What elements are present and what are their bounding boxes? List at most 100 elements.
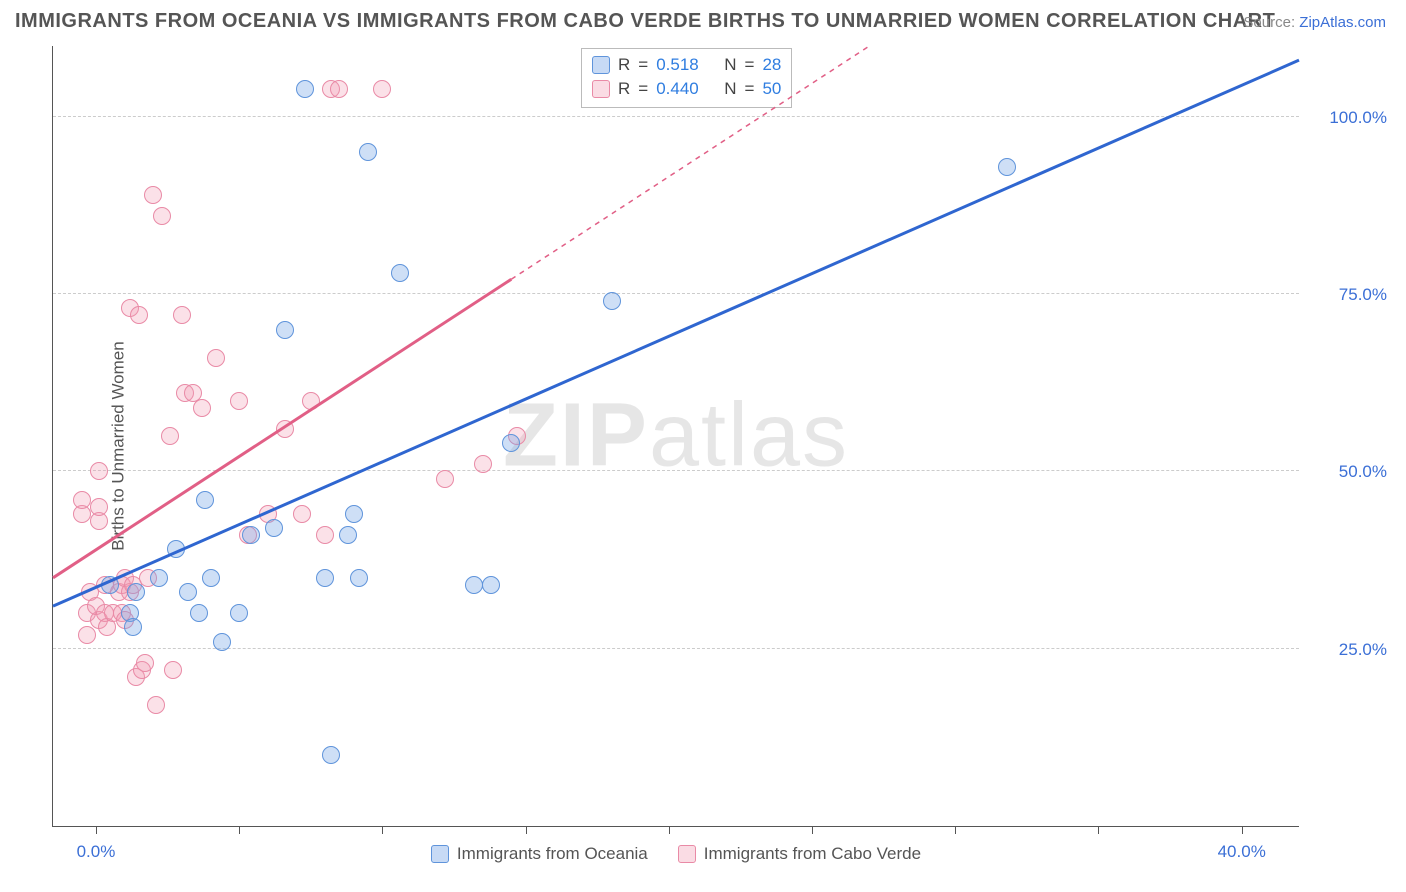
chart-container: IMMIGRANTS FROM OCEANIA VS IMMIGRANTS FR…	[0, 0, 1406, 892]
n-value-oceania: 28	[762, 53, 781, 77]
data-point	[302, 392, 320, 410]
data-point	[330, 80, 348, 98]
data-point	[213, 633, 231, 651]
x-tick	[526, 826, 527, 834]
data-point	[179, 583, 197, 601]
legend-item-oceania: Immigrants from Oceania	[431, 844, 648, 864]
series-label-caboverde: Immigrants from Cabo Verde	[704, 844, 921, 864]
data-point	[276, 321, 294, 339]
x-tick	[1098, 826, 1099, 834]
chart-title: IMMIGRANTS FROM OCEANIA VS IMMIGRANTS FR…	[15, 10, 1275, 33]
y-tick-label: 75.0%	[1307, 285, 1387, 305]
legend-stats-box: R = 0.518 N = 28 R = 0.440 N = 50	[581, 48, 792, 108]
data-point	[136, 654, 154, 672]
data-point	[316, 569, 334, 587]
eq-label: =	[638, 53, 648, 77]
data-point	[242, 526, 260, 544]
data-point	[90, 498, 108, 516]
x-tick	[812, 826, 813, 834]
r-label: R	[618, 53, 630, 77]
source-attribution: Source: ZipAtlas.com	[1243, 14, 1386, 31]
source-prefix: Source:	[1243, 14, 1299, 31]
data-point	[502, 434, 520, 452]
n-label-b: N	[724, 77, 736, 101]
data-point	[322, 746, 340, 764]
data-point	[196, 491, 214, 509]
plot-area: ZIPatlas R = 0.518 N = 28 R = 0.440 N	[52, 46, 1299, 827]
swatch-caboverde-2	[678, 845, 696, 863]
gridline	[53, 116, 1299, 117]
x-tick	[239, 826, 240, 834]
data-point	[164, 661, 182, 679]
data-point	[193, 399, 211, 417]
eq-label2-b: =	[745, 77, 755, 101]
data-point	[230, 604, 248, 622]
data-point	[603, 292, 621, 310]
legend-series: Immigrants from Oceania Immigrants from …	[53, 844, 1299, 864]
x-tick	[382, 826, 383, 834]
data-point	[190, 604, 208, 622]
data-point	[359, 143, 377, 161]
data-point	[173, 306, 191, 324]
gridline	[53, 293, 1299, 294]
series-label-oceania: Immigrants from Oceania	[457, 844, 648, 864]
swatch-oceania	[592, 56, 610, 74]
legend-row-caboverde: R = 0.440 N = 50	[592, 77, 781, 101]
data-point	[147, 696, 165, 714]
data-point	[161, 427, 179, 445]
data-point	[474, 455, 492, 473]
x-tick	[96, 826, 97, 834]
data-point	[293, 505, 311, 523]
gridline	[53, 648, 1299, 649]
trendlines	[53, 46, 1299, 826]
data-point	[127, 583, 145, 601]
legend-item-caboverde: Immigrants from Cabo Verde	[678, 844, 921, 864]
y-tick-label: 50.0%	[1307, 462, 1387, 482]
data-point	[339, 526, 357, 544]
data-point	[373, 80, 391, 98]
gridline	[53, 470, 1299, 471]
source-link[interactable]: ZipAtlas.com	[1299, 14, 1386, 31]
n-label: N	[724, 53, 736, 77]
data-point	[465, 576, 483, 594]
x-tick	[955, 826, 956, 834]
data-point	[436, 470, 454, 488]
data-point	[130, 306, 148, 324]
data-point	[316, 526, 334, 544]
data-point	[998, 158, 1016, 176]
data-point	[101, 576, 119, 594]
r-value-oceania: 0.518	[656, 53, 699, 77]
data-point	[276, 420, 294, 438]
x-tick	[669, 826, 670, 834]
data-point	[207, 349, 225, 367]
eq-label-b: =	[638, 77, 648, 101]
data-point	[345, 505, 363, 523]
eq-label2: =	[745, 53, 755, 77]
y-tick-label: 25.0%	[1307, 640, 1387, 660]
x-tick	[1242, 826, 1243, 834]
data-point	[482, 576, 500, 594]
y-tick-label: 100.0%	[1307, 108, 1387, 128]
r-label-b: R	[618, 77, 630, 101]
watermark: ZIPatlas	[503, 385, 849, 488]
data-point	[350, 569, 368, 587]
data-point	[265, 519, 283, 537]
r-value-caboverde: 0.440	[656, 77, 699, 101]
data-point	[391, 264, 409, 282]
swatch-oceania-2	[431, 845, 449, 863]
x-tick-label: 40.0%	[1218, 842, 1266, 862]
data-point	[167, 540, 185, 558]
data-point	[296, 80, 314, 98]
x-tick-label: 0.0%	[77, 842, 116, 862]
data-point	[202, 569, 220, 587]
data-point	[153, 207, 171, 225]
data-point	[230, 392, 248, 410]
n-value-caboverde: 50	[762, 77, 781, 101]
data-point	[124, 618, 142, 636]
data-point	[144, 186, 162, 204]
data-point	[73, 491, 91, 509]
data-point	[90, 462, 108, 480]
swatch-caboverde	[592, 80, 610, 98]
data-point	[150, 569, 168, 587]
legend-row-oceania: R = 0.518 N = 28	[592, 53, 781, 77]
